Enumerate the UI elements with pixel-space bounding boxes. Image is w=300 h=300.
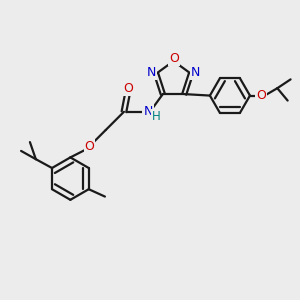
Text: N: N (190, 66, 200, 79)
Text: O: O (123, 82, 133, 95)
Text: N: N (143, 105, 153, 118)
Text: O: O (256, 89, 266, 102)
Text: N: N (147, 66, 157, 79)
Text: H: H (152, 110, 161, 123)
Text: O: O (169, 52, 179, 65)
Text: O: O (85, 140, 94, 153)
